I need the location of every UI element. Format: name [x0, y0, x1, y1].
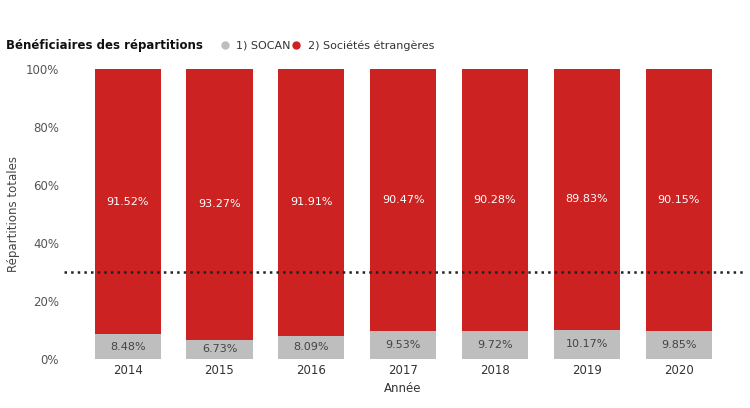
Bar	[94, 335, 160, 359]
Text: 9.85%: 9.85%	[661, 340, 696, 350]
Bar	[554, 330, 620, 359]
X-axis label: Année: Année	[384, 382, 422, 395]
Text: 91.52%: 91.52%	[106, 197, 149, 207]
Bar	[278, 69, 344, 336]
Text: Bénéficiaires des répartitions: Bénéficiaires des répartitions	[6, 40, 202, 52]
Bar	[462, 69, 528, 331]
Bar	[462, 331, 528, 359]
Text: 9.72%: 9.72%	[477, 340, 513, 350]
Bar	[370, 69, 436, 331]
Bar	[187, 339, 253, 359]
Bar	[646, 69, 712, 330]
Bar	[646, 330, 712, 359]
Bar	[94, 69, 160, 335]
Text: 89.83%: 89.83%	[566, 195, 608, 204]
Bar	[278, 336, 344, 359]
Text: 8.09%: 8.09%	[293, 342, 329, 353]
Text: 2) Sociétés étrangères: 2) Sociétés étrangères	[308, 41, 434, 51]
Text: 90.47%: 90.47%	[382, 195, 424, 205]
Text: 6.73%: 6.73%	[202, 344, 237, 354]
Text: 8.48%: 8.48%	[110, 342, 146, 352]
Bar	[370, 331, 436, 359]
Bar	[554, 69, 620, 330]
Text: 93.27%: 93.27%	[198, 200, 241, 209]
Bar	[187, 69, 253, 339]
Text: 9.53%: 9.53%	[386, 340, 421, 350]
Y-axis label: Répartitions totales: Répartitions totales	[7, 156, 20, 272]
Text: Médias numériques : Répartitions aux créateurs de la SOCAN et aux créateurs memb: Médias numériques : Répartitions aux cré…	[6, 11, 631, 22]
Text: 1) SOCAN: 1) SOCAN	[236, 41, 291, 51]
Text: 91.91%: 91.91%	[290, 197, 332, 208]
Text: 10.17%: 10.17%	[566, 339, 608, 349]
Text: 90.28%: 90.28%	[474, 195, 516, 205]
Text: 90.15%: 90.15%	[658, 195, 700, 205]
